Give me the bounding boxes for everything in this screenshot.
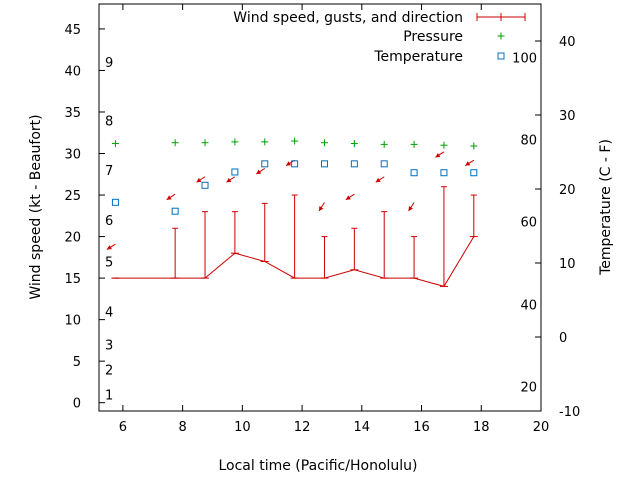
- temperature-point: [201, 181, 209, 189]
- y-tick-label: 10: [64, 314, 81, 329]
- pressure-point: [350, 140, 358, 148]
- y-tick-label: 20: [64, 231, 81, 246]
- temperature-point: [470, 169, 478, 177]
- pressure-point: [201, 139, 209, 147]
- legend-sample-temperature: [497, 52, 505, 60]
- x-tick-label: 14: [354, 420, 371, 435]
- wind-direction-arrow: [255, 168, 266, 175]
- temperature-point: [111, 198, 119, 206]
- pressure-point: [320, 139, 328, 147]
- y2-tick-label: -10: [559, 405, 580, 420]
- pressure-point: [171, 139, 179, 147]
- pressure-point: [291, 137, 299, 145]
- legend-label-temperature: Temperature: [373, 49, 463, 65]
- temperature-point: [350, 160, 358, 168]
- beaufort-label: 7: [105, 164, 113, 179]
- temperature-point: [171, 207, 179, 215]
- y-tick-label: 25: [64, 189, 81, 204]
- beaufort-label: 9: [105, 56, 113, 71]
- wind-direction-arrow: [465, 159, 475, 167]
- pressure-point: [261, 138, 269, 146]
- pressure-point: [470, 142, 478, 150]
- beaufort-scale: 1 2 3 4 5 6 7 8 9: [105, 56, 113, 403]
- fahrenheit-label: 100: [512, 51, 537, 66]
- y-tick-label: 0: [73, 397, 81, 412]
- y2-tick-label: 20: [559, 183, 576, 198]
- y2-axis-label: Temperature (C - F): [598, 139, 614, 276]
- wind-series: [111, 186, 478, 287]
- legend: Wind speed, gusts, and direction Pressur…: [233, 10, 526, 65]
- wind-direction-arrow: [435, 151, 445, 158]
- beaufort-label: 2: [105, 363, 113, 378]
- plot-border: [98, 3, 542, 412]
- pressure-point: [380, 140, 388, 148]
- x-tick-label: 6: [119, 420, 127, 435]
- beaufort-label: 8: [105, 114, 113, 129]
- y-axis-label: Wind speed (kt - Beaufort): [28, 114, 44, 299]
- wind-direction-arrow: [408, 202, 415, 212]
- pressure-point: [231, 138, 239, 146]
- beaufort-label: 1: [105, 388, 113, 403]
- temperature-point: [231, 168, 239, 176]
- x-axis: 6 8 10 12 14 16 18 20: [119, 4, 550, 435]
- temperature-point: [410, 169, 418, 177]
- x-tick-label: 8: [178, 420, 186, 435]
- wind-direction-arrow: [318, 202, 325, 212]
- temperature-series: [111, 160, 478, 215]
- y-tick-label: 5: [73, 355, 81, 370]
- legend-label-wind: Wind speed, gusts, and direction: [233, 10, 463, 26]
- y-tick-label: 35: [64, 106, 81, 121]
- temperature-point: [440, 169, 448, 177]
- y-axis-wind-speed: 0 5 10 15 20 25 30 35 40 45: [64, 23, 105, 412]
- x-axis-label: Local time (Pacific/Honolulu): [218, 458, 417, 474]
- y2-tick-label: 30: [559, 109, 576, 124]
- x-tick-label: 12: [294, 420, 311, 435]
- fahrenheit-label: 40: [520, 298, 537, 313]
- plot-frame: [98, 3, 542, 412]
- y-tick-label: 45: [64, 23, 81, 38]
- pressure-series: [111, 137, 478, 150]
- x-tick-label: 18: [473, 420, 490, 435]
- beaufort-label: 4: [105, 305, 113, 320]
- x-tick-label: 20: [533, 420, 550, 435]
- wind-direction-series: [106, 151, 475, 250]
- y2-tick-label: 10: [559, 257, 576, 272]
- y-tick-label: 40: [64, 64, 81, 79]
- wind-direction-arrow: [106, 243, 116, 250]
- pressure-point: [111, 140, 119, 148]
- legend-label-pressure: Pressure: [403, 29, 463, 45]
- y2-tick-label: 0: [559, 331, 567, 346]
- x-tick-label: 10: [234, 420, 251, 435]
- y2-tick-label: 40: [559, 35, 576, 50]
- fahrenheit-scale: 20 40 60 80 100: [512, 51, 537, 395]
- wind-direction-arrow: [375, 176, 385, 183]
- x-tick-label: 16: [413, 420, 430, 435]
- temperature-point: [291, 160, 299, 168]
- beaufort-label: 5: [105, 255, 113, 270]
- temperature-point: [380, 160, 388, 168]
- pressure-point: [440, 141, 448, 149]
- pressure-point: [410, 140, 418, 148]
- wind-direction-arrow: [166, 193, 176, 201]
- y-tick-label: 15: [64, 272, 81, 287]
- wind-direction-arrow: [226, 176, 236, 183]
- temperature-point: [261, 160, 269, 168]
- fahrenheit-label: 60: [520, 216, 537, 231]
- wind-direction-arrow: [196, 176, 206, 183]
- y-tick-label: 30: [64, 148, 81, 163]
- fahrenheit-label: 20: [520, 381, 537, 396]
- beaufort-label: 6: [105, 214, 113, 229]
- beaufort-label: 3: [105, 339, 113, 354]
- wind-speed-line: [115, 236, 475, 287]
- temperature-point: [320, 160, 328, 168]
- fahrenheit-label: 80: [520, 133, 537, 148]
- wind-direction-arrow: [345, 193, 355, 201]
- y2-axis-temperature: -10 0 10 20 30 40: [535, 35, 580, 420]
